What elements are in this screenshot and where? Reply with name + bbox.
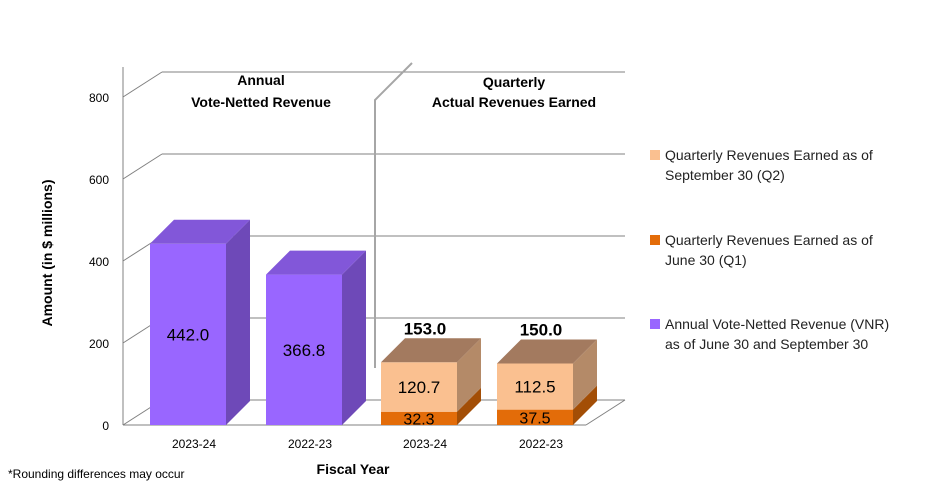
bar-q1-0 [381, 387, 481, 425]
bar-annual-1-front [266, 274, 342, 425]
bar-quarterly-top-0 [381, 338, 481, 363]
data-label-q2-1: 112.5 [514, 378, 555, 397]
bar-q1-1 [497, 385, 597, 425]
section-label-annual-line2: Vote-Netted Revenue [191, 94, 331, 110]
section-label-quarterly-line1: Quarterly [483, 74, 545, 90]
x-axis-title: Fiscal Year [317, 461, 390, 477]
legend-item-q1: Quarterly Revenues Earned as of June 30 … [650, 230, 905, 270]
bar-annual-0 [150, 219, 250, 425]
data-label-q2-0: 120.7 [398, 378, 441, 397]
legend-item-q2: Quarterly Revenues Earned as of Septembe… [650, 145, 905, 185]
legend-label-vnr: Annual Vote-Netted Revenue (VNR) as of J… [665, 316, 890, 352]
data-label-total-1: 150.0 [520, 321, 563, 340]
x-tick-label: 2022-23 [519, 437, 563, 451]
gridline-depth [122, 153, 163, 180]
bar-q2-0-side [457, 338, 481, 412]
bar-q2-1 [497, 339, 597, 410]
bar-annual-top-1 [266, 250, 366, 275]
bar-annual-0-front [150, 243, 226, 425]
bar-annual-1-side [342, 250, 366, 425]
y-axis-title: Amount (in $ millions) [39, 180, 55, 327]
bar-q1-1-side [573, 385, 597, 425]
legend-swatch-q2 [650, 150, 660, 160]
bar-q2-0 [381, 338, 481, 412]
y-tick-label: 800 [89, 91, 109, 105]
bar-annual-top-0 [150, 219, 250, 244]
bar-q2-1-front [497, 363, 573, 410]
bar-annual-1 [266, 250, 366, 425]
legend-label-q1: Quarterly Revenues Earned as of June 30 … [665, 232, 873, 268]
data-label-q1-1: 37.5 [519, 410, 550, 427]
legend-label-q2: Quarterly Revenues Earned as of Septembe… [665, 147, 873, 183]
section-label-quarterly-line2: Actual Revenues Earned [432, 94, 596, 110]
bar-quarterly-top-1 [497, 339, 597, 364]
data-label-q1-0: 32.3 [403, 411, 434, 428]
data-label-total-0: 153.0 [404, 319, 447, 338]
section-divider [374, 62, 413, 368]
legend-swatch-q1 [650, 235, 660, 245]
bar-annual-0-side [226, 219, 250, 425]
bar-q1-1-front [497, 409, 573, 425]
legend-swatch-vnr [650, 319, 660, 329]
bar-q1-0-side [457, 387, 481, 425]
legend-item-vnr: Annual Vote-Netted Revenue (VNR) as of J… [650, 314, 905, 354]
section-label-annual-line1: Annual [237, 72, 284, 88]
y-tick-label: 200 [89, 337, 109, 351]
y-tick-label: 400 [89, 255, 109, 269]
x-tick-label: 2022-23 [288, 437, 332, 451]
floor-right-edge [585, 399, 626, 426]
x-tick-label: 2023-24 [403, 437, 447, 451]
data-label-annual-0: 442.0 [167, 325, 210, 344]
data-label-annual-1: 366.8 [283, 341, 326, 360]
gridline-depth [122, 71, 163, 98]
bar-q2-1-side [573, 339, 597, 410]
footnote: *Rounding differences may occur [8, 467, 185, 481]
x-tick-label: 2023-24 [172, 437, 216, 451]
bar-q2-0-front [381, 362, 457, 412]
y-tick-label: 600 [89, 173, 109, 187]
y-tick-label: 0 [102, 419, 109, 433]
bar-q1-0-front [381, 411, 457, 425]
